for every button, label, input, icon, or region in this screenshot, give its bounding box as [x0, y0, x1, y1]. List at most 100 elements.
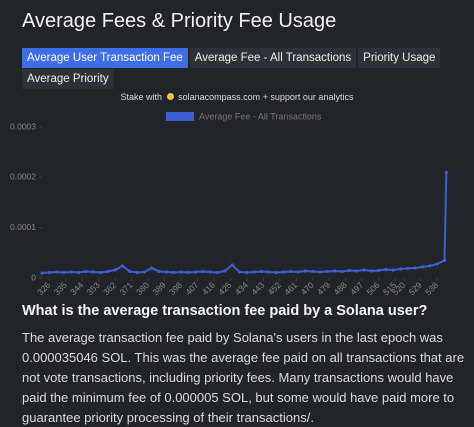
data-point [303, 269, 308, 273]
data-point [252, 270, 256, 274]
data-point [106, 269, 110, 274]
data-point [347, 268, 351, 273]
promo-link[interactable]: solanacompass.com + support our analytic… [178, 92, 354, 102]
data-point [442, 258, 447, 262]
data-point [223, 269, 227, 273]
data-line [41, 172, 448, 274]
tab[interactable]: Average Priority [22, 69, 114, 89]
x-tick-label: 470 [299, 280, 316, 297]
data-point [194, 270, 198, 274]
data-point [91, 270, 95, 274]
x-tick-label: 461 [282, 280, 299, 297]
x-tick-label: 443 [249, 280, 266, 297]
x-tick-label: 380 [134, 280, 151, 297]
legend-label: Average Fee - All Transactions [199, 111, 322, 121]
data-point [281, 270, 286, 274]
tab[interactable]: Average Fee - All Transactions [189, 48, 357, 68]
y-tick-label: 0.0001 [10, 222, 36, 232]
data-point [318, 270, 322, 274]
data-point [55, 270, 59, 274]
data-point [274, 270, 278, 275]
x-tick-label: 497 [348, 280, 365, 297]
data-point [420, 265, 425, 269]
legend-swatch [166, 112, 194, 121]
data-point [399, 267, 403, 271]
article-body: The average transaction fee paid by Sola… [22, 330, 465, 425]
promo-text: Stake with [120, 92, 163, 102]
data-point [267, 270, 271, 274]
data-point [245, 270, 249, 275]
x-tick-label: 371 [118, 280, 135, 297]
data-point [391, 268, 395, 272]
data-point [377, 268, 381, 273]
x-tick-label: 425 [216, 280, 233, 297]
data-point [98, 270, 103, 275]
x-tick-label: 326 [35, 280, 52, 297]
tab[interactable]: Average User Transaction Fee [22, 48, 188, 68]
data-point [230, 263, 234, 267]
data-point [362, 268, 366, 272]
x-tick-label: 407 [183, 280, 200, 297]
data-point [47, 270, 51, 275]
x-tick-label: 344 [68, 280, 85, 297]
data-point [76, 270, 81, 275]
data-point [413, 266, 417, 270]
x-tick-label: 398 [167, 280, 184, 297]
data-point [164, 270, 169, 274]
data-point [325, 269, 330, 274]
data-point [186, 270, 190, 275]
x-tick-label: 529 [407, 280, 424, 297]
article-heading: What is the average transaction fee paid… [22, 303, 428, 319]
data-point [340, 269, 344, 274]
x-tick-label: 362 [101, 280, 118, 297]
data-point [333, 269, 337, 273]
data-point [311, 269, 315, 274]
x-tick-label: 389 [150, 280, 167, 297]
data-point [384, 267, 388, 272]
page-title: Average Fees & Priority Fee Usage [22, 10, 337, 32]
data-point [208, 270, 212, 274]
y-tick-label: 0.0003 [10, 121, 36, 131]
data-point [289, 269, 293, 274]
data-point [179, 270, 183, 274]
x-tick-label: 434 [233, 280, 250, 297]
x-tick-label: 452 [266, 280, 283, 297]
x-tick-label: 488 [332, 280, 349, 297]
data-point [172, 270, 176, 275]
data-point [296, 270, 300, 274]
data-point [428, 264, 432, 268]
data-point [237, 270, 242, 274]
promo: Stake with solanacompass.com + support o… [0, 92, 474, 102]
data-point [40, 271, 44, 275]
data-point [355, 269, 359, 273]
data-point [444, 170, 448, 174]
sun-icon [166, 93, 174, 100]
data-point [69, 270, 73, 274]
tab-bar: Average User Transaction Fee Average Fee… [22, 48, 462, 89]
data-point [150, 266, 154, 270]
x-tick-label: 353 [85, 280, 102, 297]
chart: 0 0.0001 0.0002 0.0003 326 335 344 353 362 371 380… [10, 111, 448, 297]
x-tick-label: 538 [423, 280, 440, 297]
y-tick-label: 0.0002 [10, 172, 36, 182]
tab[interactable]: Priority Usage [358, 48, 441, 68]
data-point [135, 270, 139, 275]
data-point [369, 269, 373, 273]
data-point [128, 269, 132, 274]
x-tick-label: 479 [315, 280, 332, 297]
data-point [157, 269, 161, 274]
x-tick-label: 416 [200, 280, 217, 297]
data-point [84, 269, 88, 274]
data-point [216, 270, 220, 275]
data-point [259, 269, 264, 274]
data-point [406, 266, 410, 271]
data-point [435, 262, 439, 266]
data-point [201, 269, 205, 274]
data-point [142, 270, 147, 274]
data-point [62, 270, 66, 275]
x-tick-label: 335 [52, 280, 69, 297]
y-tick-label: 0 [31, 272, 36, 282]
data-point [120, 264, 125, 268]
data-point [113, 268, 117, 272]
